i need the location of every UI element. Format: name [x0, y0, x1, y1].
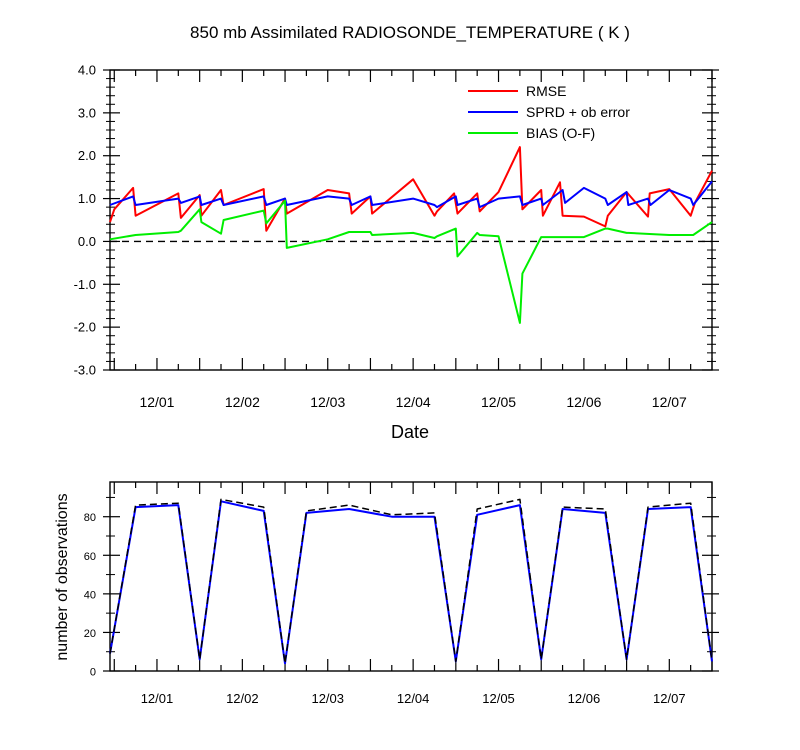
y-tick-label: 1.0 — [78, 191, 96, 206]
y-tick-label: -1.0 — [74, 277, 96, 292]
y-tick-label: 80 — [84, 512, 96, 524]
y-tick-label: -3.0 — [74, 363, 96, 378]
y-tick-label: 0 — [90, 667, 96, 679]
y-tick-label: 2.0 — [78, 148, 96, 163]
chart-title: 850 mb Assimilated RADIOSONDE_TEMPERATUR… — [190, 23, 630, 42]
y-tick-label: 40 — [84, 589, 96, 601]
plot-frame — [109, 481, 713, 672]
x-tick-label: 12/05 — [482, 691, 515, 706]
x-tick-label: 12/06 — [568, 691, 601, 706]
x-tick-label: 12/04 — [397, 691, 430, 706]
series-line-1 — [109, 500, 713, 665]
x-tick-label: 12/01 — [141, 691, 174, 706]
top-x-axis-label: Date — [391, 422, 429, 442]
y-tick-label: 4.0 — [78, 63, 96, 78]
x-tick-label: 12/03 — [310, 394, 345, 410]
y-tick-label: 3.0 — [78, 105, 96, 120]
x-tick-label: 12/03 — [311, 691, 344, 706]
series-line-2 — [109, 498, 713, 665]
y-tick-label: 0.0 — [78, 234, 96, 249]
legend-label: RMSE — [526, 83, 566, 99]
series-line-sprd-ob-error — [109, 180, 713, 209]
y-tick-label: -2.0 — [74, 320, 96, 335]
y-tick-label: 20 — [84, 628, 96, 640]
legend-label: SPRD + ob error — [526, 104, 630, 120]
bottom-chart: 0 20 40 60 80 12/01 12/02 12/03 12/04 12/05 12/06 1… — [84, 481, 719, 706]
top-chart: 4.0 3.0 2.0 1.0 0.0 -1.0 -2.0 -3.0 12/01 12/02 12/… — [74, 63, 719, 410]
series-line-bias-o-f — [109, 199, 713, 324]
y-tick-label: 60 — [84, 551, 96, 563]
x-tick-label: 12/06 — [566, 394, 601, 410]
legend-label: BIAS (O-F) — [526, 125, 595, 141]
x-tick-label: 12/02 — [226, 691, 259, 706]
bottom-y-axis-label: number of observations — [54, 493, 71, 660]
x-tick-label: 12/07 — [652, 394, 687, 410]
x-tick-label: 12/07 — [653, 691, 686, 706]
x-tick-label: 12/02 — [225, 394, 260, 410]
x-tick-label: 12/05 — [481, 394, 516, 410]
x-tick-label: 12/01 — [139, 394, 174, 410]
x-tick-label: 12/04 — [396, 394, 431, 410]
